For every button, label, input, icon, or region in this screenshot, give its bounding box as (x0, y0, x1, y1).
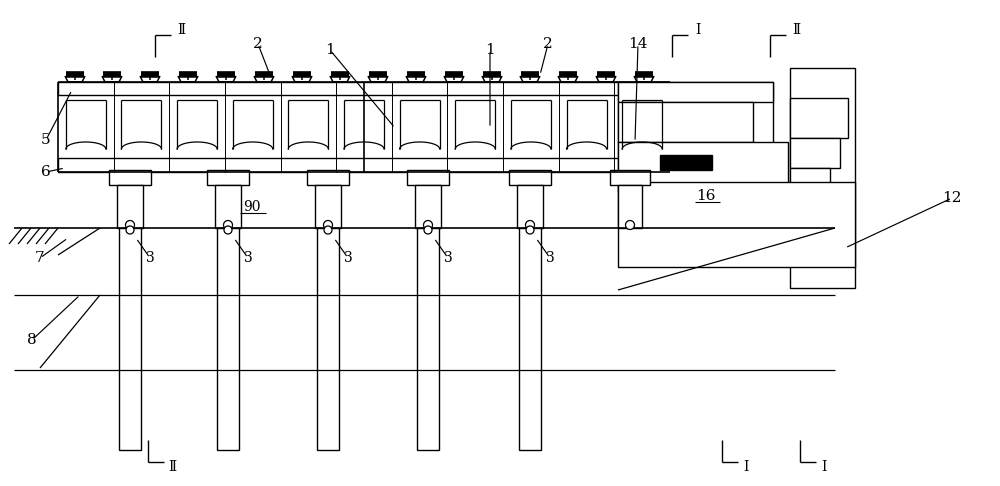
Text: 8: 8 (27, 333, 37, 347)
Bar (635, 72, 653, 77)
Text: 14: 14 (628, 37, 648, 51)
Bar (597, 72, 615, 77)
Text: 2: 2 (253, 37, 263, 51)
Bar (483, 72, 501, 77)
Bar (293, 72, 311, 77)
Circle shape (224, 221, 232, 229)
Bar (207, 170, 249, 185)
Bar (790, 68, 855, 288)
Bar (559, 72, 577, 77)
Bar (445, 72, 463, 77)
Bar (217, 228, 239, 450)
Bar (255, 72, 273, 77)
Text: 6: 6 (41, 165, 51, 179)
Text: Ⅱ: Ⅱ (168, 460, 176, 474)
Text: 1: 1 (325, 43, 335, 57)
Circle shape (324, 226, 332, 234)
Bar (610, 170, 650, 185)
Text: Ⅱ: Ⅱ (792, 23, 800, 37)
Bar (618, 102, 753, 142)
Text: I: I (743, 460, 749, 474)
Bar (315, 185, 341, 228)
Circle shape (424, 226, 432, 234)
Bar (790, 138, 840, 168)
Bar (407, 72, 425, 77)
Bar (317, 228, 339, 450)
Text: 5: 5 (41, 133, 51, 147)
Circle shape (126, 221, 134, 229)
Bar (407, 170, 449, 185)
Bar (417, 228, 439, 450)
Text: 3: 3 (244, 251, 252, 265)
Text: I: I (695, 23, 701, 37)
Bar (66, 72, 84, 77)
Circle shape (526, 226, 534, 234)
Bar (415, 185, 441, 228)
Bar (509, 170, 551, 185)
Bar (58, 158, 670, 172)
Bar (790, 168, 830, 193)
Bar (369, 72, 387, 77)
Bar (517, 185, 543, 228)
Bar (141, 72, 159, 77)
Bar (519, 228, 541, 450)
Bar (215, 185, 241, 228)
Bar (660, 155, 712, 170)
Text: 7: 7 (35, 251, 45, 265)
Text: 3: 3 (444, 251, 452, 265)
Text: 3: 3 (146, 251, 154, 265)
Text: 16: 16 (696, 189, 716, 203)
Text: 12: 12 (942, 191, 962, 205)
Bar (103, 72, 121, 77)
Text: 1: 1 (485, 43, 495, 57)
Circle shape (526, 221, 534, 229)
Bar (618, 142, 788, 192)
Circle shape (424, 221, 432, 229)
Bar (331, 72, 349, 77)
Bar (58, 82, 670, 95)
Text: 3: 3 (344, 251, 352, 265)
Bar (117, 185, 143, 228)
Text: 3: 3 (546, 251, 554, 265)
Bar (790, 98, 848, 138)
Bar (179, 72, 197, 77)
Bar (109, 170, 151, 185)
Bar (307, 170, 349, 185)
Bar (521, 72, 539, 77)
Bar (119, 228, 141, 450)
Bar (618, 185, 642, 228)
Circle shape (626, 221, 635, 229)
Bar (618, 182, 855, 267)
Bar (618, 82, 773, 102)
Text: 90: 90 (243, 200, 261, 214)
Bar (217, 72, 235, 77)
Text: Ⅱ: Ⅱ (177, 23, 185, 37)
Circle shape (324, 221, 332, 229)
Circle shape (224, 226, 232, 234)
Bar (618, 82, 773, 172)
Text: 2: 2 (543, 37, 553, 51)
Circle shape (126, 226, 134, 234)
Text: Ⅰ: Ⅰ (821, 460, 827, 474)
